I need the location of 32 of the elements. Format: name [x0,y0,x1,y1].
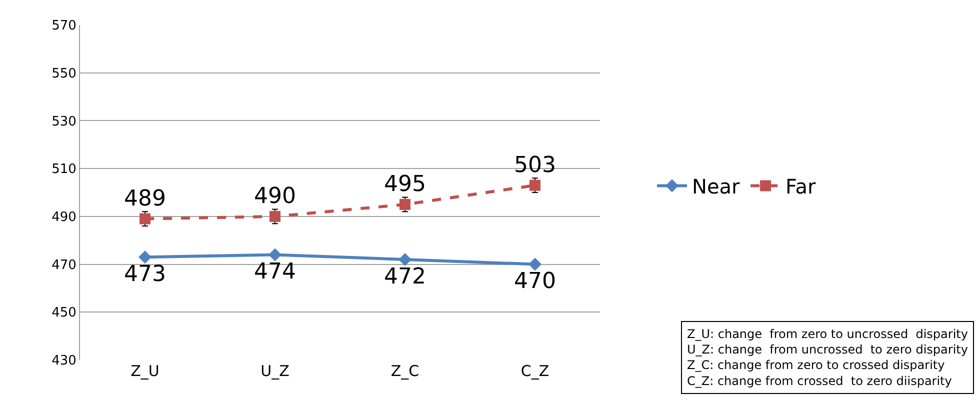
x-tick-label: U_Z [260,362,290,380]
data-label: 472 [384,264,426,290]
y-tick-label: 530 [52,114,76,130]
y-tick-label: 510 [52,162,76,178]
y-tick-label: 490 [52,210,76,225]
text: U_Z: change from uncrossed to zero disparity [687,342,968,357]
point [528,258,542,271]
point [398,253,412,266]
data-label: 473 [124,262,166,287]
data-label: 489 [124,186,166,212]
y-tick-label: 430 [52,354,76,369]
text: Z_U: change from zero to uncrossed disparity [687,327,968,341]
y-tick-label: 550 [52,66,76,82]
text: C_Z: change from crossed to zero diisparity [687,374,952,388]
x-tick-label: Z_U [130,362,160,380]
y-tick-label: 450 [52,306,76,321]
point [268,248,282,262]
legend-label: Near [692,174,741,199]
x-tick-label: C_Z [520,362,550,380]
data-label: 470 [514,269,556,294]
point [138,250,152,264]
text: Z_C: change from zero to crossed disparity [687,358,945,372]
y-tick-label: 570 [52,18,76,34]
legend-label: Far [786,174,816,199]
y-tick-label: 470 [52,258,76,273]
data-label: 490 [254,184,296,210]
point [270,210,280,222]
data-label: 474 [254,259,296,284]
x-tick-label: Z_C [390,362,420,380]
point [400,198,410,210]
data-label: 495 [384,172,426,198]
data-label: 503 [514,152,556,178]
